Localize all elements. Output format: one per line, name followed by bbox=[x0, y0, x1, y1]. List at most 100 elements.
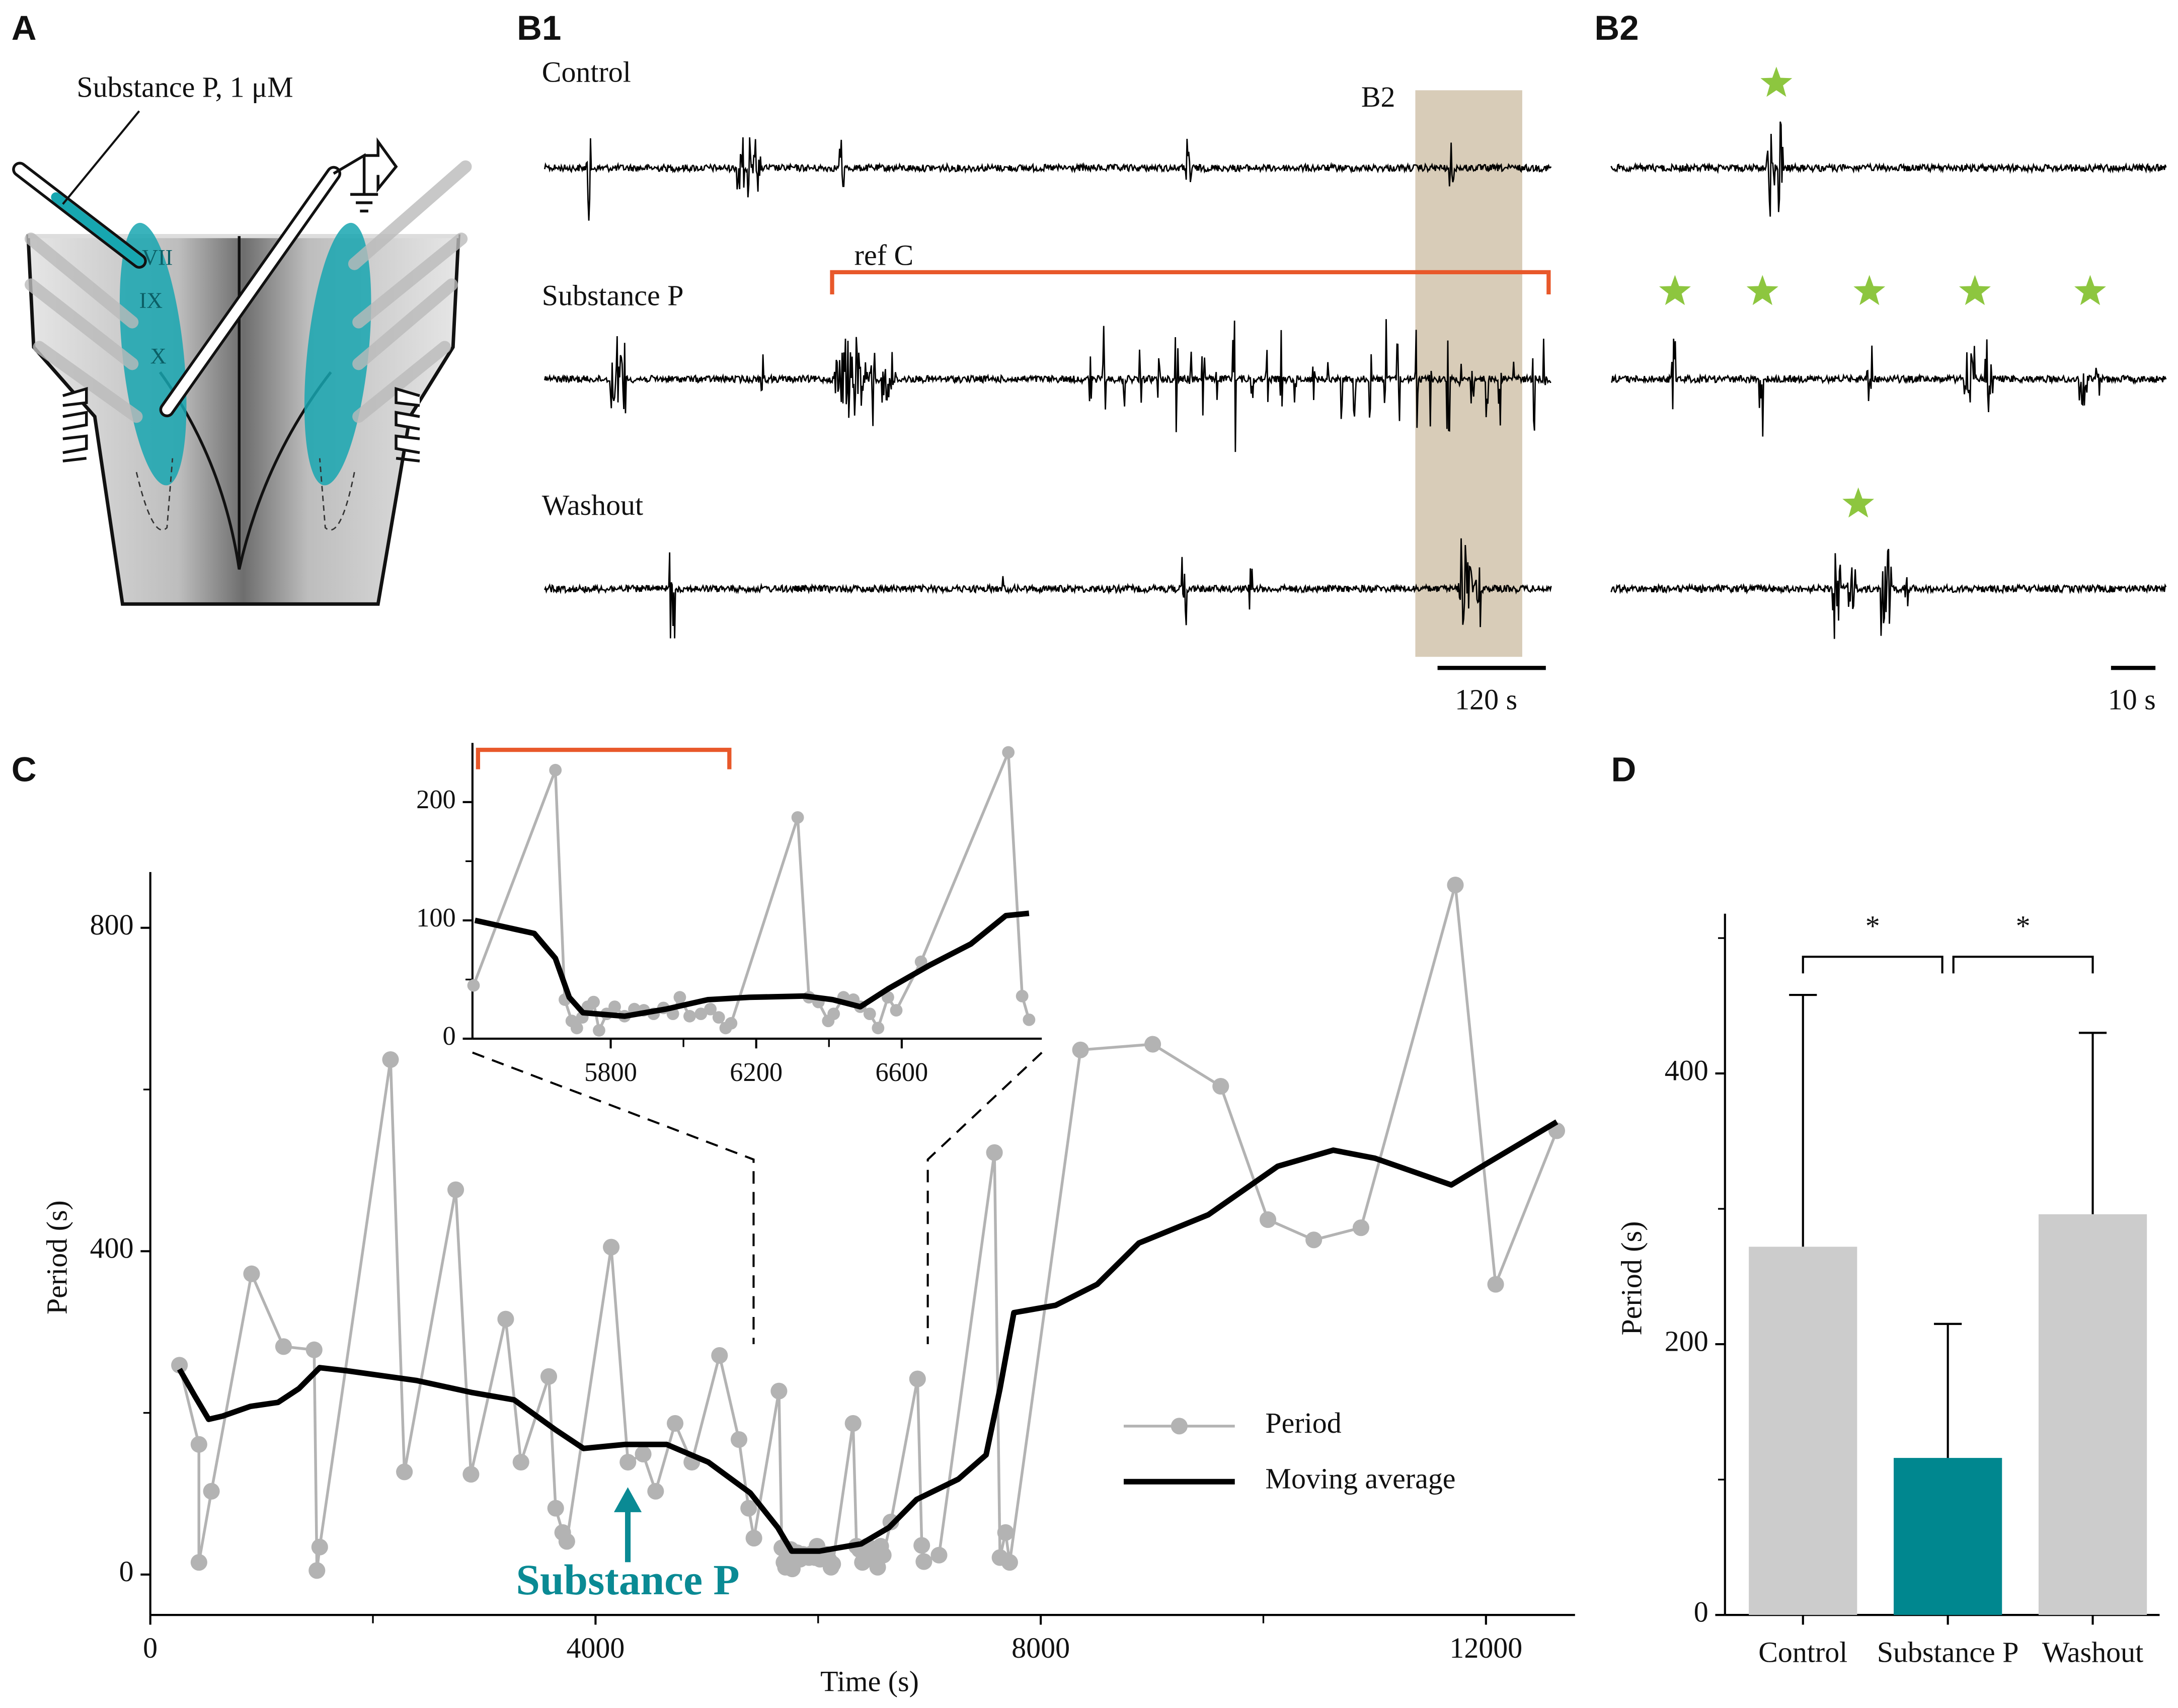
period-point bbox=[863, 1007, 876, 1021]
trace bbox=[1610, 338, 2167, 437]
period-point bbox=[190, 1436, 207, 1453]
period-point bbox=[1212, 1078, 1229, 1095]
bar bbox=[1894, 1458, 2002, 1615]
row-label: Substance P bbox=[542, 279, 684, 312]
x-axis-label: Time (s) bbox=[820, 1665, 919, 1697]
trace bbox=[543, 319, 1551, 452]
period-point bbox=[275, 1338, 292, 1355]
ribs-right bbox=[395, 386, 420, 462]
star bbox=[1959, 275, 1991, 305]
x-tick-label: 0 bbox=[143, 1632, 158, 1664]
period-point bbox=[666, 1415, 684, 1432]
period-point bbox=[890, 1004, 903, 1017]
period-point bbox=[694, 1007, 708, 1021]
x-tick-label: Washout bbox=[2042, 1636, 2143, 1668]
star bbox=[1853, 275, 1886, 305]
period-point bbox=[997, 1524, 1014, 1541]
period-point bbox=[305, 1341, 323, 1358]
period-point bbox=[549, 763, 562, 777]
period-point bbox=[872, 1022, 885, 1035]
nucleus-label: X bbox=[150, 344, 167, 368]
period-point bbox=[909, 1370, 926, 1387]
period-point bbox=[791, 811, 804, 824]
period-point bbox=[915, 1553, 932, 1570]
period-point bbox=[1487, 1276, 1504, 1293]
b2-window bbox=[1415, 90, 1522, 657]
drug-label: Substance P, 1 μM bbox=[76, 71, 293, 104]
period-point bbox=[745, 1529, 762, 1547]
period-point bbox=[875, 1546, 892, 1564]
panel-label: B1 bbox=[517, 9, 561, 47]
x-tick-label: 6200 bbox=[730, 1058, 783, 1087]
significance-label: * bbox=[2016, 909, 2031, 942]
period-point bbox=[1447, 877, 1464, 894]
nucleus-label: IX bbox=[139, 288, 163, 313]
period-point bbox=[635, 1445, 652, 1463]
significance-bracket bbox=[1802, 956, 1943, 974]
x-tick-label: 4000 bbox=[566, 1632, 625, 1664]
annotation-arrowhead bbox=[613, 1487, 642, 1512]
drug-fill bbox=[51, 192, 144, 266]
period-point bbox=[683, 1010, 696, 1023]
window-label: B2 bbox=[1361, 81, 1395, 113]
scale-label: 10 s bbox=[2108, 683, 2156, 716]
period-point bbox=[827, 1007, 840, 1021]
floor bbox=[159, 371, 332, 570]
period-point bbox=[608, 1000, 621, 1013]
period-point bbox=[467, 979, 480, 992]
traces bbox=[543, 121, 2167, 639]
x-tick-label: 8000 bbox=[1012, 1632, 1070, 1664]
period-point bbox=[382, 1051, 399, 1068]
period-point bbox=[730, 1431, 748, 1448]
panel-label: D bbox=[1611, 750, 1637, 789]
row-label: Washout bbox=[542, 489, 643, 521]
row-label: Control bbox=[542, 55, 631, 88]
x-tick-label: 5800 bbox=[584, 1058, 637, 1087]
period-point bbox=[396, 1463, 413, 1481]
trace bbox=[1610, 549, 2167, 639]
period-point bbox=[844, 1415, 862, 1432]
trace bbox=[544, 538, 1552, 639]
period-point bbox=[311, 1538, 328, 1556]
period-point bbox=[647, 1483, 664, 1500]
star bbox=[2074, 275, 2106, 305]
y-tick-label: 400 bbox=[1665, 1054, 1708, 1086]
period-point bbox=[497, 1310, 514, 1328]
ref-c-bracket bbox=[830, 270, 1551, 294]
x-tick-label: Control bbox=[1758, 1636, 1847, 1668]
panel-label: C bbox=[12, 750, 37, 789]
period-point bbox=[740, 1500, 757, 1517]
pipettes bbox=[24, 160, 472, 423]
period-point bbox=[914, 955, 927, 968]
period-point bbox=[171, 1357, 188, 1374]
y-tick-label: 0 bbox=[443, 1022, 456, 1051]
nucleus-label: VII bbox=[142, 245, 173, 270]
brainstem-diagram bbox=[12, 110, 472, 606]
panel-label: A bbox=[12, 9, 37, 47]
period-point bbox=[1305, 1231, 1323, 1249]
ribs-left bbox=[62, 386, 88, 462]
star bbox=[1659, 275, 1691, 305]
ground-symbol bbox=[333, 137, 398, 213]
period-point bbox=[592, 1024, 605, 1037]
panel-label: B2 bbox=[1594, 9, 1639, 47]
drug-pointer bbox=[62, 110, 140, 205]
period-point bbox=[913, 1537, 930, 1554]
period-point bbox=[603, 1238, 620, 1256]
period-point bbox=[512, 1453, 529, 1471]
period-point bbox=[570, 1022, 583, 1035]
trace bbox=[543, 137, 1552, 221]
y-tick-label: 100 bbox=[416, 903, 456, 933]
nucleus-outline bbox=[135, 458, 174, 531]
period-point bbox=[1144, 1036, 1161, 1053]
x-tick-label: 12000 bbox=[1449, 1632, 1522, 1664]
y-tick-label: 200 bbox=[1665, 1325, 1708, 1357]
period-point bbox=[986, 1144, 1003, 1161]
period-point bbox=[1072, 1041, 1089, 1058]
bar bbox=[1749, 1247, 1857, 1615]
y-tick-label: 400 bbox=[90, 1232, 134, 1265]
legend-label: Moving average bbox=[1265, 1462, 1455, 1495]
scale-label: 120 s bbox=[1455, 683, 1517, 716]
significance-bracket bbox=[1952, 956, 2094, 974]
x-tick-label: 6600 bbox=[875, 1058, 928, 1087]
